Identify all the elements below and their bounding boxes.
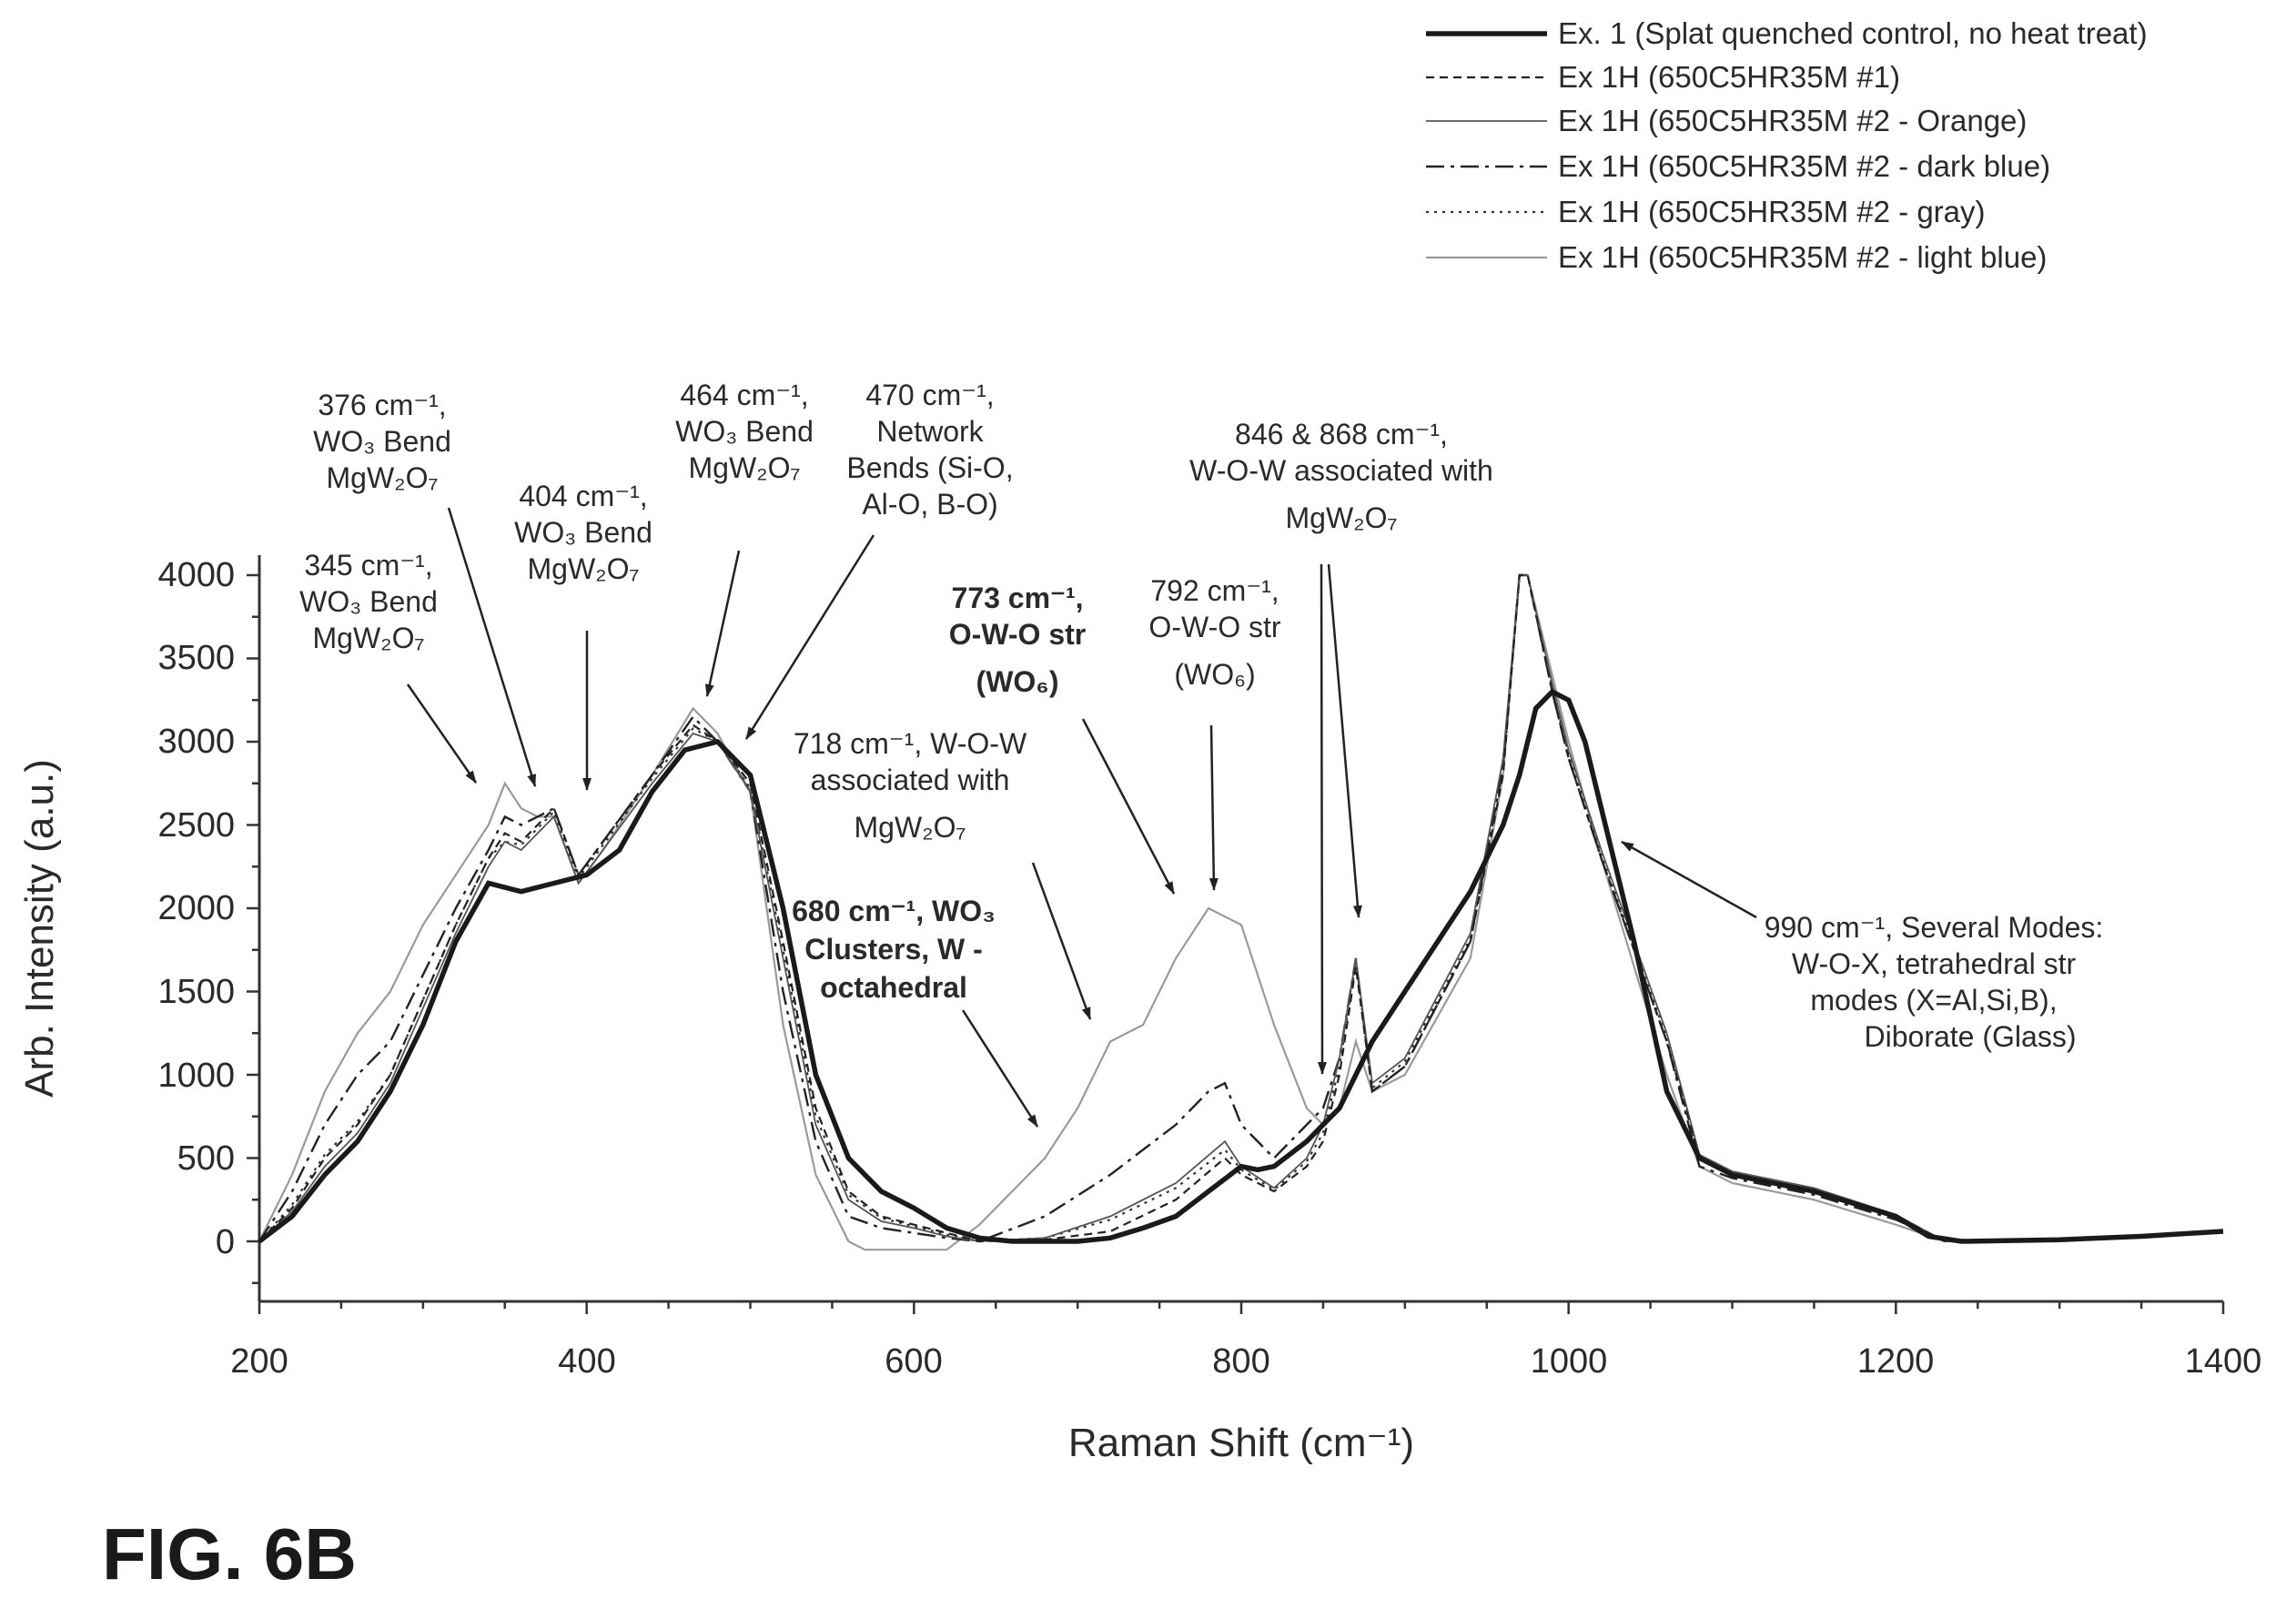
annotation-text: (WO₆) [1174, 658, 1255, 691]
annotation-718: 718 cm⁻¹, W-O-W associated with MgW₂O₇ [794, 727, 1092, 1020]
annotation-arrow [1317, 563, 1327, 1075]
annotation-376: 376 cm⁻¹, WO₃ Bend MgW₂O₇ [313, 389, 537, 787]
annotation-792: 792 cm⁻¹, O-W-O str (WO₆) [1148, 574, 1281, 891]
annotation-arrow [1327, 563, 1362, 918]
annotation-text: W-O-W associated with [1189, 454, 1493, 487]
series-line-orange [258, 574, 2224, 1242]
y-tick-label: 1000 [157, 1057, 235, 1095]
x-tick-label: 200 [230, 1342, 288, 1381]
x-tick-label: 1200 [1857, 1342, 1935, 1381]
x-tick-label: 800 [1212, 1342, 1269, 1381]
annotation-345: 345 cm⁻¹, WO₃ Bend MgW₂O₇ [299, 549, 478, 784]
y-tick-label: 0 [216, 1223, 235, 1261]
annotation-470: 470 cm⁻¹, Network Bends (Si-O, Al-O, B-O… [744, 379, 1014, 740]
series-line-dark-blue [258, 573, 2224, 1243]
annotation-text: 376 cm⁻¹, [318, 389, 446, 421]
x-axis-title: Raman Shift (cm⁻¹) [1068, 1421, 1414, 1465]
annotation-text: W-O-X, tetrahedral str [1792, 947, 2077, 980]
annotation-text: Bends (Si-O, [846, 451, 1013, 484]
annotation-text: O-W-O str [1148, 611, 1281, 643]
annotation-text: Clusters, W - [804, 933, 983, 966]
legend: Ex. 1 (Splat quenched control, no heat t… [1426, 16, 2148, 274]
annotation-arrow [1621, 840, 1757, 919]
x-tick-label: 1000 [1531, 1342, 1608, 1381]
annotation-text: 680 cm⁻¹, WO₃ [792, 895, 996, 927]
annotation-text: WO₃ Bend [675, 415, 814, 448]
series-line-gray [258, 573, 2224, 1243]
annotation-arrow [406, 683, 478, 784]
annotation-text: 773 cm⁻¹, [952, 582, 1084, 614]
annotation-text: 345 cm⁻¹, [304, 549, 432, 582]
annotation-846-868: 846 & 868 cm⁻¹, W-O-W associated with Mg… [1189, 418, 1493, 1075]
y-tick-label: 3000 [157, 723, 235, 761]
annotation-680: 680 cm⁻¹, WO₃ Clusters, W - octahedral [792, 895, 1039, 1128]
annotation-text: octahedral [820, 971, 967, 1004]
annotation-arrow [1031, 862, 1092, 1020]
annotation-text: Al-O, B-O) [862, 488, 997, 521]
annotation-text: associated with [811, 764, 1010, 796]
series-line-1h-1 [258, 573, 2224, 1243]
legend-label-ex1: Ex. 1 (Splat quenched control, no heat t… [1558, 16, 2148, 50]
annotation-text: 718 cm⁻¹, W-O-W [794, 727, 1027, 760]
annotation-text: MgW₂O₇ [855, 811, 966, 844]
annotation-text: WO₃ Bend [514, 516, 652, 549]
y-axis-title: Arb. Intensity (a.u.) [17, 759, 62, 1098]
annotation-text: (WO₆) [976, 665, 1059, 698]
annotation-text: 404 cm⁻¹, [519, 480, 647, 512]
legend-label-gray: Ex 1H (650C5HR35M #2 - gray) [1558, 195, 1986, 228]
annotation-arrow [961, 1009, 1039, 1128]
series-line-light-blue [258, 573, 2224, 1251]
y-tick-label: 4000 [157, 556, 235, 594]
legend-label-light-blue: Ex 1H (650C5HR35M #2 - light blue) [1558, 240, 2047, 274]
annotation-text: 464 cm⁻¹, [680, 379, 808, 411]
legend-label-1h-1: Ex 1H (650C5HR35M #1) [1558, 60, 1900, 94]
annotation-text: Diborate (Glass) [1865, 1020, 2077, 1053]
x-tick-label: 400 [558, 1342, 615, 1381]
annotation-text: O-W-O str [949, 618, 1086, 651]
annotations: 376 cm⁻¹, WO₃ Bend MgW₂O₇ 345 cm⁻¹, WO₃ … [299, 379, 2104, 1128]
x-tick-label: 1400 [2185, 1342, 2262, 1381]
annotation-arrow [447, 507, 537, 787]
annotation-text: 990 cm⁻¹, Several Modes: [1765, 911, 2104, 944]
annotation-arrow [704, 550, 741, 697]
legend-label-dark-blue: Ex 1H (650C5HR35M #2 - dark blue) [1558, 149, 2050, 183]
annotation-text: MgW₂O₇ [528, 552, 640, 585]
annotation-text: modes (X=Al,Si,B), [1810, 984, 2057, 1017]
annotation-404: 404 cm⁻¹, WO₃ Bend MgW₂O₇ [514, 480, 652, 791]
legend-label-orange: Ex 1H (650C5HR35M #2 - Orange) [1558, 104, 2027, 137]
annotation-464: 464 cm⁻¹, WO₃ Bend MgW₂O₇ [675, 379, 814, 697]
annotation-text: MgW₂O₇ [327, 461, 439, 494]
annotation-text: WO₃ Bend [313, 425, 451, 458]
annotation-text: Network [876, 415, 984, 448]
y-tick-label: 2500 [157, 806, 235, 845]
annotation-773: 773 cm⁻¹, O-W-O str (WO₆) [949, 582, 1176, 895]
annotation-text: 792 cm⁻¹, [1150, 574, 1279, 607]
annotation-arrow [744, 534, 875, 740]
series-group [258, 573, 2224, 1251]
series-line-ex1-control [258, 688, 2224, 1244]
annotation-text: 846 & 868 cm⁻¹, [1235, 418, 1448, 450]
annotation-text: MgW₂O₇ [313, 622, 425, 654]
annotation-text: WO₃ Bend [299, 585, 438, 618]
annotation-text: MgW₂O₇ [1286, 501, 1398, 534]
annotation-arrow [1081, 718, 1176, 895]
annotation-text: 470 cm⁻¹, [865, 379, 994, 411]
x-axis-ticks [258, 1301, 2225, 1314]
y-axis-ticks [247, 573, 259, 1284]
figure-label: FIG. 6B [102, 1513, 357, 1594]
annotation-990: 990 cm⁻¹, Several Modes: W-O-X, tetrahed… [1621, 840, 2104, 1053]
y-tick-label: 500 [177, 1139, 235, 1178]
annotation-arrow [1209, 724, 1219, 891]
y-tick-label: 3500 [157, 639, 235, 677]
x-tick-label: 600 [885, 1342, 942, 1381]
y-tick-label: 2000 [157, 889, 235, 927]
y-tick-label: 1500 [157, 973, 235, 1011]
annotation-text: MgW₂O₇ [689, 451, 801, 484]
